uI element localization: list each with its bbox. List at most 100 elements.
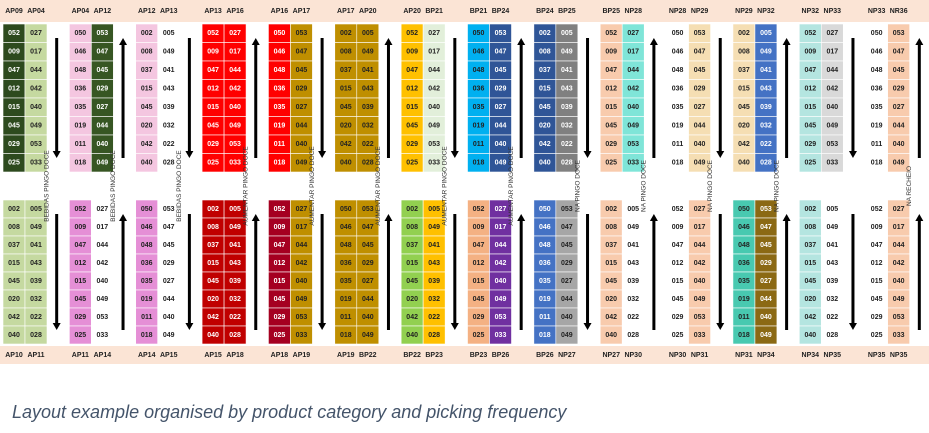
cell-code: 022 bbox=[561, 141, 573, 148]
cell-code: 002 bbox=[8, 206, 20, 213]
cell-code: 050 bbox=[274, 30, 286, 37]
cell-code: 045 bbox=[207, 123, 219, 130]
cell-code: 040 bbox=[296, 278, 308, 285]
bottom-rack-label: NP30 bbox=[624, 352, 642, 359]
cell-code: 002 bbox=[605, 206, 617, 213]
cell-code: 052 bbox=[605, 30, 617, 37]
cell-code: 049 bbox=[893, 296, 905, 303]
cell-code: 039 bbox=[826, 278, 838, 285]
bottom-rack-label: AP15 bbox=[204, 352, 222, 359]
cell-code: 017 bbox=[296, 224, 308, 231]
cell-code: 029 bbox=[473, 314, 485, 321]
cell-code: 044 bbox=[97, 242, 109, 249]
cell-code: 048 bbox=[871, 67, 883, 74]
rack-cell bbox=[489, 153, 512, 173]
cell-code: 045 bbox=[760, 242, 772, 249]
rack-cell bbox=[621, 325, 645, 345]
cell-code: 027 bbox=[893, 206, 905, 213]
cell-code: 036 bbox=[738, 260, 750, 267]
cell-code: 015 bbox=[473, 278, 485, 285]
cell-code: 033 bbox=[694, 332, 706, 339]
flow-arrow-head bbox=[384, 38, 393, 45]
rack-cell bbox=[555, 153, 579, 173]
cell-code: 018 bbox=[738, 332, 750, 339]
cell-code: 040 bbox=[362, 314, 374, 321]
cell-code: 027 bbox=[428, 30, 440, 37]
cell-code: 018 bbox=[871, 160, 883, 167]
cell-code: 002 bbox=[804, 206, 816, 213]
cell-code: 040 bbox=[30, 104, 42, 111]
flow-arrow-head bbox=[716, 151, 725, 158]
cell-code: 027 bbox=[97, 206, 109, 213]
top-rack-label: NP33 bbox=[868, 8, 886, 15]
cell-code: 017 bbox=[694, 224, 706, 231]
cell-code: 017 bbox=[30, 49, 42, 56]
cell-code: 040 bbox=[893, 278, 905, 285]
cell-code: 037 bbox=[804, 242, 816, 249]
flow-arrow-head bbox=[915, 214, 924, 221]
cell-code: 012 bbox=[406, 86, 418, 93]
cell-code: 022 bbox=[428, 314, 440, 321]
cell-code: 040 bbox=[229, 104, 241, 111]
bottom-rack-label: BP26 bbox=[492, 352, 510, 359]
cell-code: 049 bbox=[495, 296, 507, 303]
bottom-rack-label: AP14 bbox=[94, 352, 112, 359]
cell-code: 044 bbox=[561, 296, 573, 303]
cell-code: 039 bbox=[561, 104, 573, 111]
cell-code: 027 bbox=[694, 104, 706, 111]
top-rack-label: AP13 bbox=[160, 8, 178, 15]
cell-code: 049 bbox=[826, 123, 838, 130]
cell-code: 049 bbox=[428, 224, 440, 231]
cell-code: 053 bbox=[30, 141, 42, 148]
cell-code: 032 bbox=[826, 296, 838, 303]
cell-code: 012 bbox=[871, 260, 883, 267]
cell-code: 040 bbox=[495, 278, 507, 285]
top-rack-label: AP20 bbox=[359, 8, 377, 15]
cell-code: 015 bbox=[804, 260, 816, 267]
cell-code: 043 bbox=[362, 86, 374, 93]
cell-code: 018 bbox=[672, 160, 684, 167]
bottom-rack-label: BP22 bbox=[403, 352, 421, 359]
cell-code: 028 bbox=[30, 332, 42, 339]
cell-code: 040 bbox=[495, 141, 507, 148]
flow-arrow-head bbox=[848, 323, 857, 330]
cell-code: 045 bbox=[672, 296, 684, 303]
cell-code: 049 bbox=[362, 332, 374, 339]
cell-code: 027 bbox=[362, 278, 374, 285]
cell-code: 045 bbox=[406, 278, 418, 285]
rack-cell bbox=[555, 325, 579, 345]
cell-code: 020 bbox=[804, 296, 816, 303]
bottom-rack-label: AP19 bbox=[337, 352, 355, 359]
bottom-rack-label: NP31 bbox=[735, 352, 753, 359]
flow-arrow-head bbox=[583, 323, 592, 330]
bottom-rack-label: NP27 bbox=[558, 352, 576, 359]
cell-code: 028 bbox=[428, 332, 440, 339]
cell-code: 044 bbox=[893, 123, 905, 130]
cell-code: 040 bbox=[561, 314, 573, 321]
cell-code: 044 bbox=[296, 242, 308, 249]
cell-code: 033 bbox=[229, 160, 241, 167]
aisle-label: BEBIDAS PINGO DOCE bbox=[43, 150, 50, 222]
cell-code: 040 bbox=[539, 160, 551, 167]
cell-code: 039 bbox=[627, 278, 639, 285]
bottom-rack-label: NP35 bbox=[824, 352, 842, 359]
bottom-rack-label: NP34 bbox=[802, 352, 820, 359]
cell-code: 028 bbox=[627, 332, 639, 339]
rack-cell bbox=[754, 153, 778, 173]
cell-code: 011 bbox=[871, 141, 882, 148]
cell-code: 015 bbox=[804, 104, 816, 111]
cell-code: 042 bbox=[893, 260, 905, 267]
cell-code: 019 bbox=[539, 296, 551, 303]
rack-cell bbox=[489, 325, 512, 345]
cell-code: 027 bbox=[296, 104, 308, 111]
cell-code: 050 bbox=[473, 30, 485, 37]
bottom-header-band bbox=[0, 346, 929, 364]
flow-arrow-head bbox=[384, 214, 393, 221]
cell-code: 017 bbox=[893, 224, 905, 231]
cell-code: 052 bbox=[672, 206, 684, 213]
top-rack-label: AP17 bbox=[337, 8, 355, 15]
cell-code: 052 bbox=[75, 206, 87, 213]
cell-code: 040 bbox=[163, 314, 175, 321]
top-rack-label: AP17 bbox=[293, 8, 311, 15]
